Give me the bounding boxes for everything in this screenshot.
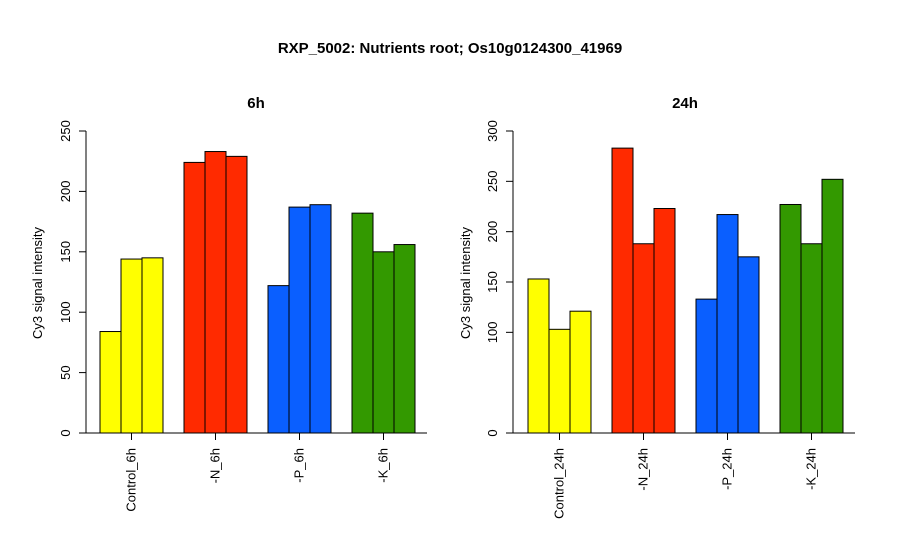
x-category-label-6h: Control_6h [124, 448, 139, 512]
x-category-label-24h: -N_24h [636, 448, 651, 491]
panel-24h: 24h Cy3 signal intensity 0 100 150 200 250 30… [458, 95, 855, 519]
bar-6h [288, 206, 311, 434]
y-tick-label-24h: 100 [485, 321, 500, 343]
panel-6h: 6h Cy3 signal intensity 0 50 100 150 200 250 C… [30, 95, 427, 512]
bar-6h [204, 151, 227, 434]
bar-24h [527, 278, 550, 434]
x-category-label-6h: -N_6h [208, 448, 223, 483]
x-category-label-6h: -P_6h [292, 448, 307, 483]
bar-24h [800, 243, 823, 434]
y-tick-label-24h: 300 [485, 120, 500, 142]
bar-24h [779, 203, 802, 434]
bar-24h [548, 328, 571, 434]
panel-title-24h: 24h [672, 95, 698, 112]
bar-6h [225, 155, 248, 434]
x-category-label-24h: -K_24h [804, 448, 819, 490]
y-tick-label-6h: 150 [58, 241, 73, 263]
bar-6h [99, 331, 122, 434]
y-tick-label-6h: 0 [58, 429, 73, 436]
bar-6h [120, 258, 143, 434]
bar-24h [569, 310, 592, 434]
y-tick-label-6h: 200 [58, 181, 73, 203]
bar-24h [632, 243, 655, 434]
bar-24h [821, 178, 844, 434]
x-category-label-24h: Control_24h [552, 448, 567, 519]
y-axis-label-6h: Cy3 signal intensity [30, 227, 45, 339]
bar-6h [183, 161, 206, 434]
x-category-label-24h: -P_24h [720, 448, 735, 490]
y-tick-label-6h: 50 [58, 365, 73, 379]
y-tick-label-24h: 0 [485, 429, 500, 436]
y-tick-label-6h: 100 [58, 301, 73, 323]
y-tick-label-6h: 250 [58, 120, 73, 142]
bar-6h [393, 244, 416, 434]
bar-6h [309, 204, 332, 434]
chart-main-title: RXP_5002: Nutrients root; Os10g0124300_4… [278, 40, 622, 57]
y-tick-label-24h: 150 [485, 271, 500, 293]
bar-24h [695, 298, 718, 434]
bar-6h [372, 251, 395, 434]
panel-title-6h: 6h [247, 95, 265, 112]
bar-24h [716, 214, 739, 434]
y-tick-label-24h: 250 [485, 170, 500, 192]
x-category-label-6h: -K_6h [376, 448, 391, 483]
bar-6h [141, 257, 164, 434]
bar-24h [611, 147, 634, 434]
bar-24h [653, 208, 676, 434]
bar-6h [267, 285, 290, 434]
y-tick-label-24h: 200 [485, 221, 500, 243]
bar-24h [737, 256, 760, 434]
bar-6h [351, 212, 374, 434]
y-axis-label-24h: Cy3 signal intensity [458, 227, 473, 339]
